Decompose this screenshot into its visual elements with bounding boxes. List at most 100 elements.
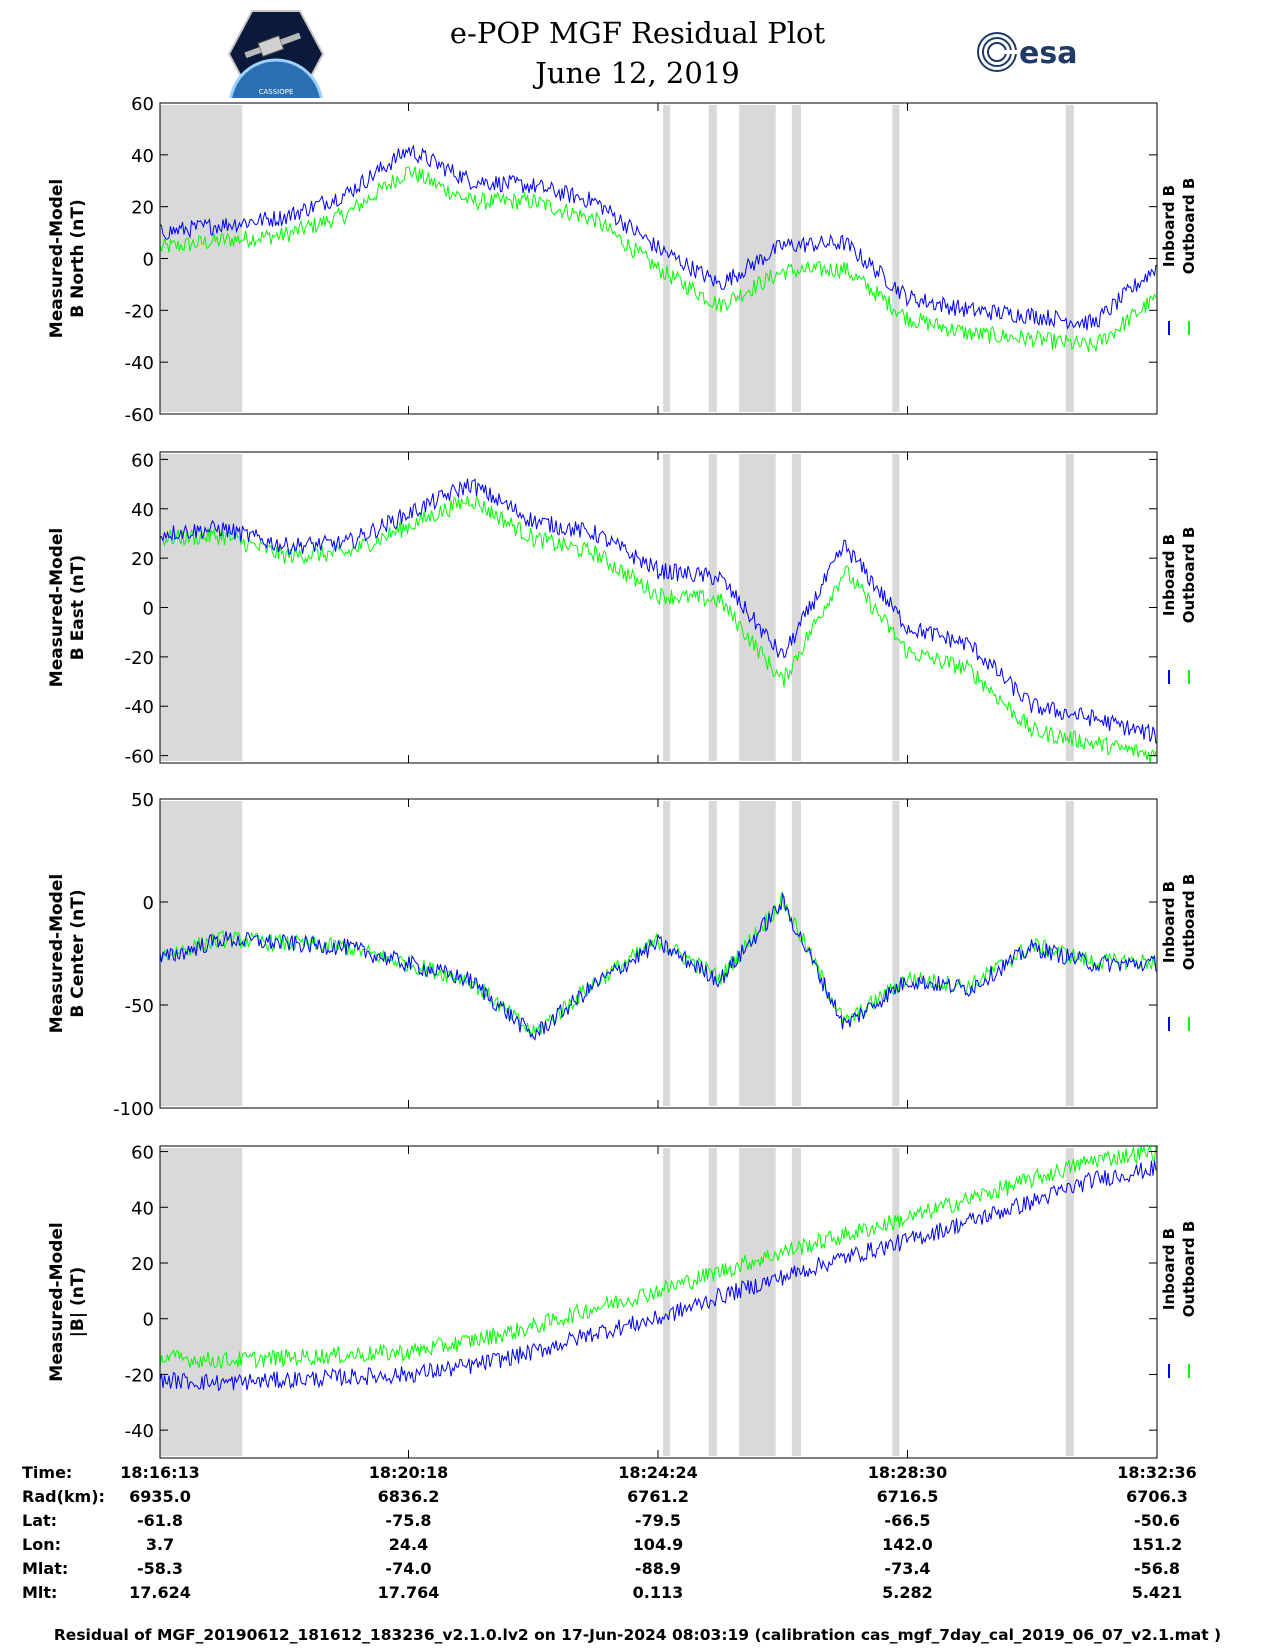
series-line-inboard (159, 144, 1157, 331)
ephemeris-value: -50.6 (1133, 1511, 1181, 1530)
y-tick-label: -40 (125, 353, 154, 374)
ephemeris-value: -61.8 (136, 1511, 184, 1530)
ephemeris-value: 104.9 (632, 1535, 684, 1554)
ephemeris-value: -58.3 (136, 1559, 184, 1578)
legend-entry: Inboard B (1160, 185, 1178, 267)
plot-title: e-POP MGF Residual Plot (449, 16, 826, 50)
plot-frame (159, 451, 1158, 764)
ephemeris-value: 3.7 (145, 1535, 175, 1554)
ephemeris-label: Lon: (22, 1535, 61, 1554)
cassiope-logo: CASSIOPE (228, 10, 324, 98)
ephemeris-value: -74.0 (385, 1559, 432, 1578)
y-tick-label: -60 (125, 405, 154, 426)
y-tick-label: 60 (131, 450, 154, 471)
esa-logo: esa (977, 32, 1077, 72)
ephemeris-value: 6716.5 (876, 1487, 939, 1506)
y-tick-label: 50 (131, 790, 154, 811)
ephemeris-value: -56.8 (1133, 1559, 1181, 1578)
ephemeris-label: Mlt: (22, 1583, 58, 1602)
y-tick-label: 0 (143, 250, 154, 271)
ephemeris-value: 5.421 (1131, 1583, 1183, 1602)
y-tick-label: -20 (125, 648, 154, 669)
x-tick-label: 18:24:24 (618, 1463, 698, 1482)
gap-shade (708, 1148, 717, 1456)
y-tick-label: -50 (125, 996, 154, 1017)
ephemeris-value: 6836.2 (377, 1487, 440, 1506)
ephemeris-value: 5.282 (882, 1583, 933, 1602)
ephemeris-value: 151.2 (1131, 1535, 1183, 1554)
gap-shade (892, 1148, 900, 1456)
series-line-outboard (159, 1145, 1157, 1370)
y-tick-label: 60 (131, 94, 154, 115)
x-tick-label: 18:28:30 (867, 1463, 948, 1482)
ephemeris-label: Rad(km): (22, 1487, 105, 1506)
y-tick-label: 0 (143, 599, 154, 620)
y-axis-label: |B| (nT) (68, 1267, 88, 1338)
gap-shade (791, 105, 802, 412)
y-tick-label: -60 (125, 747, 154, 768)
panel-3: -100 -50 0 50 Measured-Model B Center (nT) Inb… (47, 790, 1198, 1120)
y-tick-label: -40 (125, 697, 154, 718)
legend-entry: Outboard B (1180, 1221, 1198, 1318)
gap-shade (791, 801, 802, 1106)
series-line-outboard (159, 495, 1157, 763)
ephemeris-value: 17.624 (129, 1583, 191, 1602)
plot-frame (159, 102, 1158, 415)
ephemeris-value: 6935.0 (129, 1487, 191, 1506)
y-axis-label: Measured-Model (47, 874, 67, 1033)
gap-shade (1065, 1148, 1074, 1456)
x-tick-label: 18:16:13 (120, 1463, 200, 1482)
y-tick-label: -100 (113, 1099, 154, 1120)
y-tick-label: 40 (131, 146, 154, 167)
gap-shade (892, 801, 900, 1106)
series-line-inboard (159, 478, 1157, 744)
y-tick-label: 40 (131, 500, 154, 521)
series-line-outboard (159, 891, 1157, 1039)
y-tick-label: 0 (143, 893, 154, 914)
y-axis-label: B North (nT) (68, 199, 88, 318)
x-tick-label: 18:20:18 (368, 1463, 449, 1482)
gap-shade (160, 454, 243, 761)
y-axis-label: Measured-Model (47, 528, 67, 687)
gap-shade (1065, 801, 1074, 1106)
legend-entry: Outboard B (1180, 874, 1198, 971)
gap-shade (892, 105, 900, 412)
ephemeris-value: 17.764 (377, 1583, 440, 1602)
legend-entry: Outboard B (1180, 178, 1198, 275)
cassiope-logo-text: CASSIOPE (259, 88, 294, 96)
series-line-inboard (159, 892, 1157, 1041)
y-axis-label: B East (nT) (68, 555, 88, 660)
footer-caption: Residual of MGF_20190612_181612_183236_v… (53, 1626, 1222, 1644)
y-tick-label: 40 (131, 1198, 154, 1219)
panel-2: -60 -40 -20 0 20 40 60 Measured-Model B East (nT… (47, 450, 1198, 767)
y-tick-label: 20 (131, 1254, 154, 1275)
gap-shade (663, 801, 671, 1106)
gap-shade (739, 454, 776, 761)
y-tick-label: -40 (125, 1421, 154, 1442)
series-line-inboard (159, 1160, 1157, 1392)
gap-shade (160, 1148, 243, 1456)
gap-shade (791, 454, 802, 761)
gap-shade (739, 801, 776, 1106)
gap-shade (663, 105, 671, 412)
ephemeris-value: 24.4 (388, 1535, 429, 1554)
ephemeris-value: 0.113 (632, 1583, 684, 1602)
legend-entry: Inboard B (1160, 534, 1178, 616)
ephemeris-value: -73.4 (884, 1559, 931, 1578)
y-tick-label: 20 (131, 198, 154, 219)
gap-shade (708, 105, 717, 412)
gap-shade (1065, 105, 1074, 412)
y-axis-label: Measured-Model (47, 179, 67, 338)
gap-shade (739, 1148, 776, 1456)
plot-date: June 12, 2019 (535, 56, 740, 90)
gap-shade (791, 1148, 802, 1456)
y-tick-label: -20 (125, 1365, 154, 1386)
plot-frame (159, 1145, 1158, 1459)
ephemeris-value: 142.0 (882, 1535, 933, 1554)
ephemeris-value: -88.9 (634, 1559, 682, 1578)
gap-shade (663, 1148, 671, 1456)
esa-logo-text: esa (1019, 36, 1077, 71)
ephemeris-value: -79.5 (634, 1511, 682, 1530)
y-tick-label: -20 (125, 301, 154, 322)
